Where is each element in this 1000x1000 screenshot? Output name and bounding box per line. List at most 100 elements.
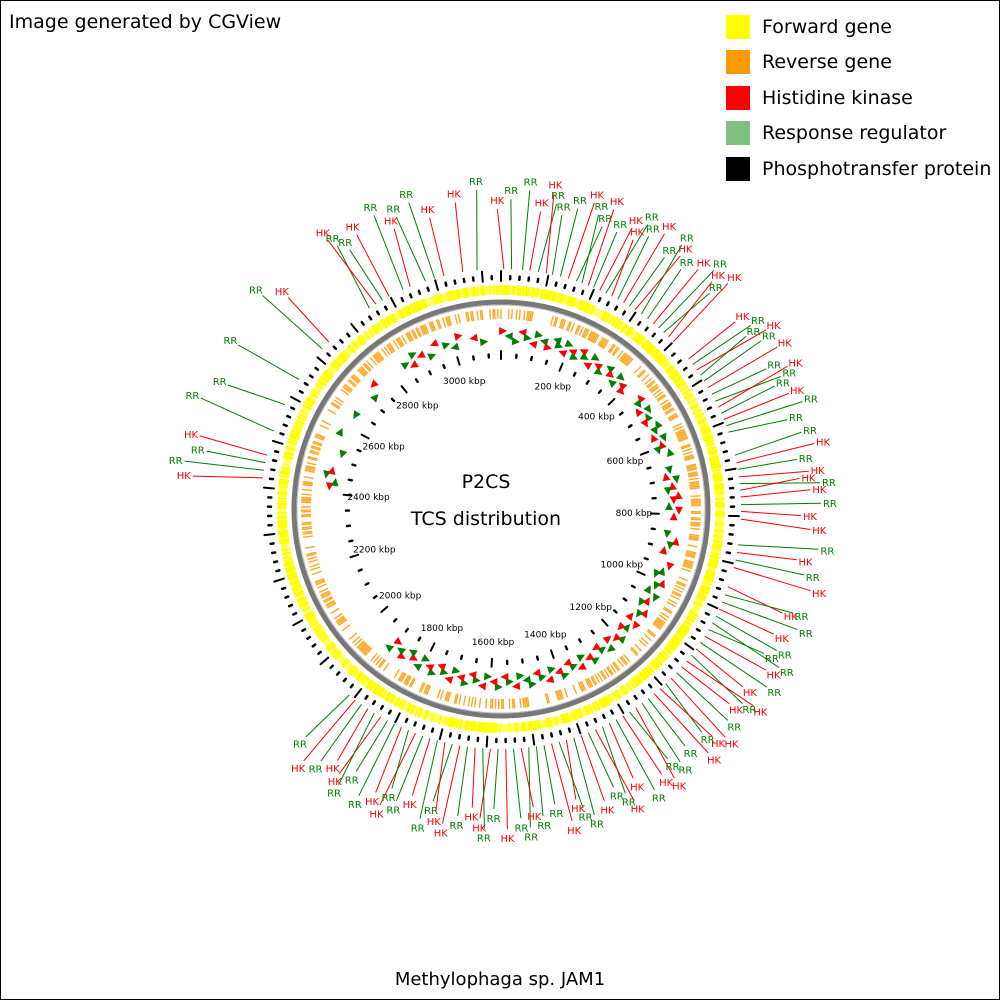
rr-label: RR [709,283,723,294]
rr-label: RR [806,573,820,584]
reverse-gene-mark [424,684,430,695]
forward-gene-mark [681,388,691,396]
forward-gene-mark [699,425,710,432]
outer-tick [647,683,653,689]
forward-gene-mark [356,672,364,681]
forward-gene-mark [452,289,457,301]
outer-tick [292,611,298,616]
reverse-gene-mark [320,591,331,598]
forward-gene-mark [655,354,664,363]
rr-marker [650,425,658,435]
forward-gene-mark [527,286,530,297]
scale-tick [601,618,609,627]
reverse-gene-mark [688,538,699,542]
reverse-gene-mark [489,698,492,709]
reverse-gene-mark [683,454,694,459]
reverse-gene-mark [572,684,578,695]
reverse-gene-mark [333,399,343,406]
reverse-gene-mark [689,483,700,487]
forward-gene-mark [666,642,676,651]
rr-marker [427,353,437,361]
rr-marker [608,379,617,388]
leader-line [320,703,362,762]
rr-label: RR [382,793,396,804]
leader-line [707,346,778,389]
forward-gene-mark [284,562,295,567]
reverse-gene-mark [558,318,564,329]
forward-gene-mark [292,586,302,592]
forward-gene-mark [296,415,307,422]
reverse-gene-mark [660,611,670,619]
reverse-gene-mark [681,448,692,453]
reverse-gene-mark [309,451,320,456]
reverse-gene-mark [689,482,700,486]
hk-label: HK [672,782,687,793]
forward-gene-mark [656,654,666,663]
outer-tick [637,320,642,326]
reverse-gene-mark [648,383,658,391]
reverse-gene-mark [659,399,669,406]
forward-gene-mark [685,615,696,622]
hk-marker [511,682,521,691]
leader-line [672,283,729,343]
forward-gene-mark [467,720,471,731]
reverse-gene-mark [654,620,663,628]
hk-label: HK [659,778,674,789]
rr-marker [664,465,673,475]
reverse-gene-mark [690,523,701,526]
forward-gene-mark [414,706,420,717]
outer-tick [545,274,550,287]
forward-gene-mark [625,326,633,336]
leader-line [199,435,268,456]
forward-gene-mark [604,695,611,706]
forward-gene-mark [705,442,716,447]
forward-gene-mark [684,393,694,400]
hk-label: HK [753,707,768,718]
reverse-gene-mark [686,463,697,468]
hk-label: HK [711,739,726,750]
forward-gene-mark [672,635,682,644]
hk-marker [657,579,665,589]
outer-tick [335,671,341,676]
forward-gene-mark [709,460,721,465]
legend-label: Reverse gene [762,51,892,74]
leader-line [740,489,811,498]
reverse-gene-mark [392,340,400,350]
forward-gene-mark [614,689,621,700]
outer-tick [540,734,544,740]
reverse-gene-mark [302,535,314,539]
hk-marker [410,360,419,368]
reverse-gene-mark [447,692,452,703]
forward-gene-mark [284,451,295,456]
reverse-gene-mark [400,335,408,345]
forward-gene-mark [334,652,344,661]
reverse-gene-mark [335,615,345,623]
rr-marker [576,654,586,662]
forward-gene-mark [289,433,300,438]
scale-tick [364,582,370,586]
rr-label: RR [680,234,694,245]
forward-gene-mark [548,290,553,301]
forward-gene-mark [290,430,301,436]
forward-gene-mark [297,413,308,419]
reverse-gene-mark [422,324,428,335]
forward-gene-mark [620,322,628,333]
reverse-gene-mark [633,365,642,374]
forward-gene-mark [455,718,459,729]
forward-gene-mark [301,606,311,613]
reverse-gene-mark [544,693,549,704]
leader-line [653,693,709,754]
forward-gene-mark [516,722,519,733]
reverse-gene-mark [420,682,426,693]
hk-marker [489,678,498,687]
reverse-gene-mark [578,326,584,337]
outer-tick [695,628,701,633]
outer-tick [444,281,448,287]
forward-gene-mark [686,398,697,405]
reverse-gene-mark [686,466,697,471]
forward-gene-mark [417,300,424,311]
reverse-gene-mark [304,469,315,474]
hk-label: HK [420,205,435,216]
reverse-gene-mark [589,332,596,342]
leader-line [305,694,350,738]
